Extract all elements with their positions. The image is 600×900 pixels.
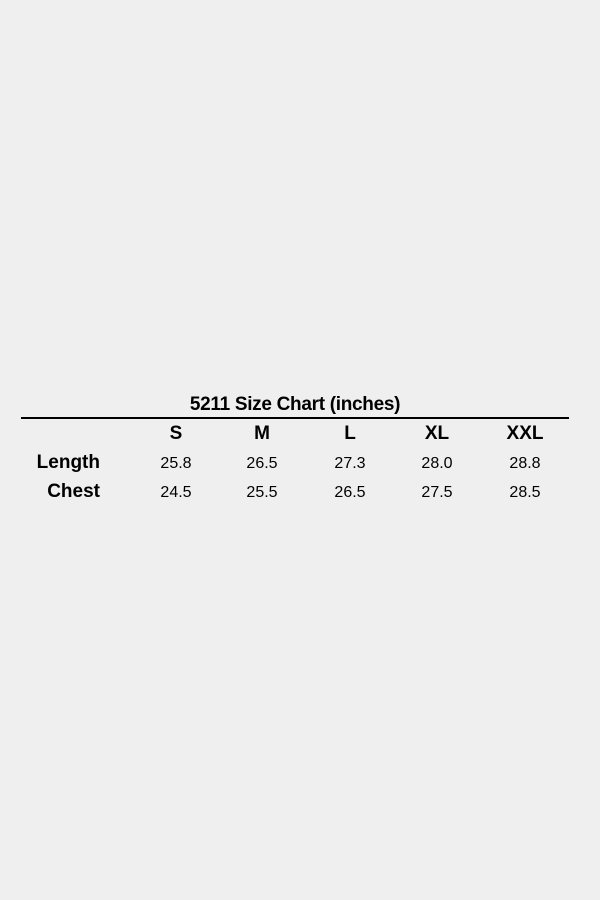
cell-length-s: 25.8 [160, 455, 192, 472]
cell-length-xl: 28.0 [421, 455, 453, 472]
cell-chest-s: 24.5 [160, 484, 192, 501]
header-size-m: M [254, 423, 270, 444]
size-chart-title: 5211 Size Chart (inches) [189, 394, 401, 415]
cell-chest-xxl: 28.5 [509, 484, 541, 501]
header-size-xxl: XXL [506, 423, 544, 444]
header-size-s: S [169, 423, 183, 444]
header-size-l: L [344, 423, 356, 444]
cell-length-xxl: 28.8 [509, 455, 541, 472]
cell-chest-l: 26.5 [334, 484, 366, 501]
row-label-chest: Chest [47, 481, 100, 502]
cell-length-m: 26.5 [246, 455, 278, 472]
header-size-xl: XL [424, 423, 450, 444]
title-divider [21, 417, 569, 419]
cell-chest-m: 25.5 [246, 484, 278, 501]
cell-length-l: 27.3 [334, 455, 366, 472]
row-label-length: Length [36, 452, 100, 473]
cell-chest-xl: 27.5 [421, 484, 453, 501]
